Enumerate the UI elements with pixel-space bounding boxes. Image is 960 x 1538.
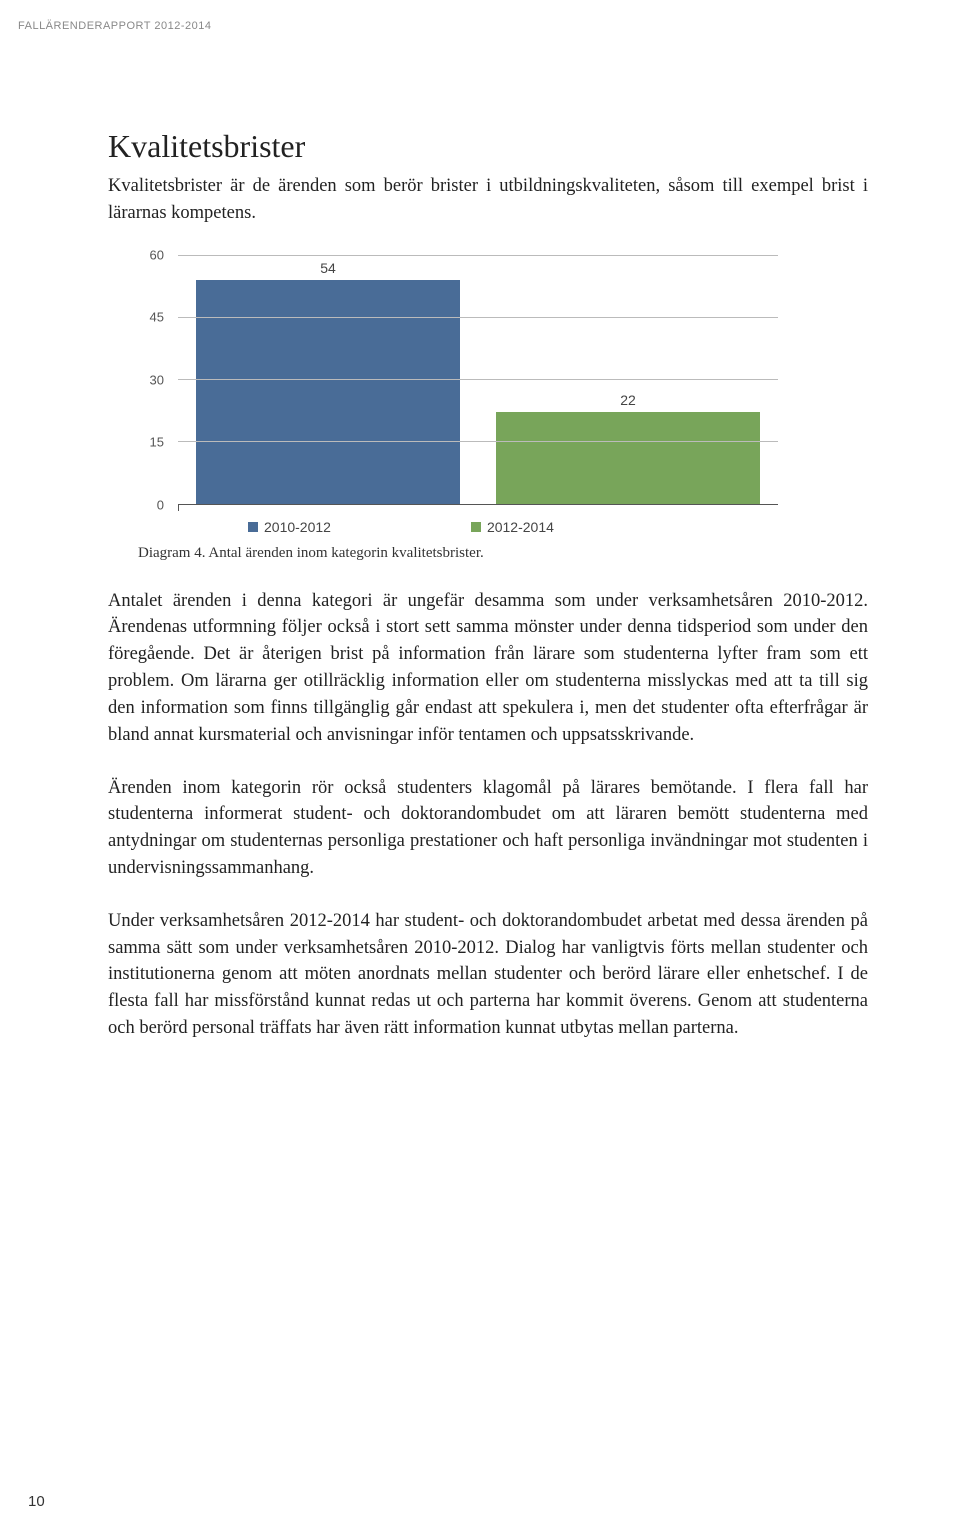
bar-value-label: 54 [320,260,336,276]
chart-caption: Diagram 4. Antal ärenden inom kategorin … [138,545,868,562]
y-tick-label: 60 [150,247,164,262]
bar-value-label: 22 [620,392,636,408]
y-tick-label: 30 [150,372,164,387]
bar [196,280,460,504]
grid-line [178,255,778,256]
body-paragraph-2: Ärenden inom kategorin rör också student… [108,775,868,882]
legend-label: 2010-2012 [264,519,331,535]
bar [496,412,760,503]
body-paragraph-1: Antalet ärenden i denna kategori är unge… [108,588,868,749]
grid-line [178,317,778,318]
report-header: FALLÄRENDERAPPORT 2012-2014 [18,20,211,32]
y-tick-label: 45 [150,310,164,325]
grid-line [178,441,778,442]
section-title: Kvalitetsbrister [108,128,868,165]
legend-swatch [471,522,481,532]
y-tick-label: 0 [157,497,164,512]
chart-legend: 2010-2012 2012-2014 [248,519,778,535]
legend-swatch [248,522,258,532]
body-paragraph-3: Under verksamhetsåren 2012-2014 har stud… [108,908,868,1042]
grid-line [178,379,778,380]
y-tick-label: 15 [150,435,164,450]
page-content: Kvalitetsbrister Kvalitetsbrister är de … [108,128,868,1042]
legend-label: 2012-2014 [487,519,554,535]
page-number: 10 [28,1493,45,1510]
bar-chart: 015304560 5422 2010-20122012-2014 [138,255,778,535]
legend-item: 2010-2012 [248,519,331,535]
legend-item: 2012-2014 [471,519,554,535]
intro-paragraph: Kvalitetsbrister är de ärenden som berör… [108,173,868,227]
